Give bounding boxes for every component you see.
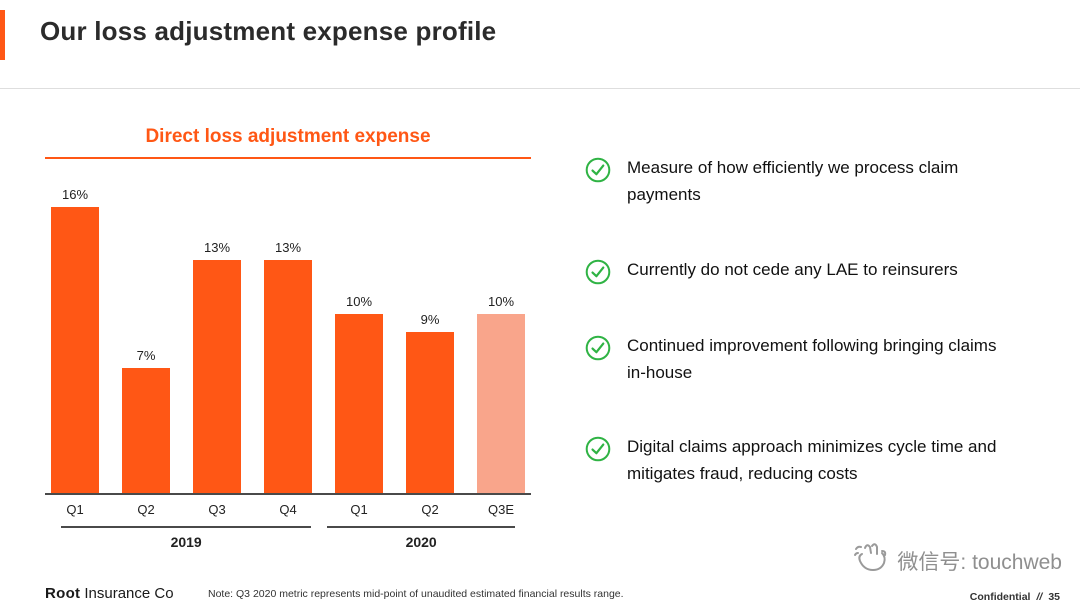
bar xyxy=(193,260,241,493)
bar-value-label: 7% xyxy=(136,348,156,363)
check-circle-icon xyxy=(585,259,611,285)
hand-icon xyxy=(853,541,889,581)
bullet-text: Measure of how efficiently we process cl… xyxy=(627,158,959,204)
bar-value-label: 9% xyxy=(420,312,440,327)
separator-slashes: // xyxy=(1036,591,1043,603)
bar-column: 13% xyxy=(264,240,312,493)
bullet-text: Continued improvement following bringing… xyxy=(627,335,997,382)
page-title: Our loss adjustment expense profile xyxy=(40,16,497,46)
logo-root-text: Root xyxy=(45,585,81,602)
confidential-label: Confidential // 35 xyxy=(970,591,1060,603)
bullet-item: Measure of how efficiently we process cl… xyxy=(585,155,1015,209)
x-axis-tick-label: Q2 xyxy=(137,502,155,517)
company-logo: Root Insurance Co xyxy=(45,585,174,602)
left-accent-bar xyxy=(0,10,5,60)
bar-column: 7% xyxy=(122,348,170,493)
bullet-text: Digital claims approach minimizes cycle … xyxy=(627,437,997,484)
watermark-text: 微信号: touchweb xyxy=(897,551,1062,574)
bar-value-label: 16% xyxy=(61,187,89,202)
confidential-text: Confidential xyxy=(969,591,1031,603)
bar-column: 13% xyxy=(193,240,241,493)
x-axis-tick-label: Q4 xyxy=(279,502,297,517)
bullet-item: Continued improvement following bringing… xyxy=(585,333,1015,387)
header-divider xyxy=(0,88,1080,89)
check-circle-icon xyxy=(585,335,611,361)
chart-x-axis-labels: Q1 Q2 Q3 Q4 Q1 Q2 Q3E xyxy=(45,502,531,517)
bar xyxy=(122,368,170,493)
x-axis-tick-label: Q1 xyxy=(66,502,84,517)
check-circle-icon xyxy=(585,436,611,462)
bullet-list: Measure of how efficiently we process cl… xyxy=(585,155,1015,536)
footnote: Note: Q3 2020 metric represents mid-poin… xyxy=(208,588,624,600)
bar-value-label: 13% xyxy=(203,240,231,255)
bar-column: 10% xyxy=(477,294,525,493)
check-circle-icon xyxy=(585,157,611,183)
bullet-item: Digital claims approach minimizes cycle … xyxy=(585,434,1015,488)
bar-chart: Direct loss adjustment expense 16% 7% 13% 1… xyxy=(45,126,531,550)
year-group-label: 2019 xyxy=(61,526,312,550)
chart-title-underline xyxy=(45,157,531,159)
x-axis-tick-label: Q2 xyxy=(421,502,439,517)
bullet-text: Currently do not cede any LAE to reinsur… xyxy=(627,259,958,279)
x-axis-tick-label: Q1 xyxy=(350,502,368,517)
bar xyxy=(406,332,454,493)
bar xyxy=(51,207,99,493)
bar-column: 9% xyxy=(406,312,454,493)
bar-column: 16% xyxy=(51,187,99,493)
bar-value-label: 10% xyxy=(487,294,515,309)
bar xyxy=(264,260,312,493)
bar-estimated xyxy=(477,314,525,493)
chart-title: Direct loss adjustment expense xyxy=(145,126,431,147)
logo-rest-text: Insurance Co xyxy=(84,585,174,602)
bullet-item: Currently do not cede any LAE to reinsur… xyxy=(585,257,1015,285)
bar-column: 10% xyxy=(335,294,383,493)
x-axis-tick-label: Q3 xyxy=(208,502,226,517)
page-number: 35 xyxy=(1048,591,1060,603)
x-axis-tick-label: Q3E xyxy=(487,502,514,517)
year-group-label: 2020 xyxy=(327,526,515,550)
bar-value-label: 13% xyxy=(274,240,302,255)
chart-year-groups: 2019 2020 xyxy=(45,526,531,550)
watermark: 微信号: touchweb xyxy=(853,541,1062,581)
chart-plot-area: 16% 7% 13% 13% 10% 9% 10% xyxy=(45,175,531,495)
bar-value-label: 10% xyxy=(345,294,373,309)
bar xyxy=(335,314,383,493)
